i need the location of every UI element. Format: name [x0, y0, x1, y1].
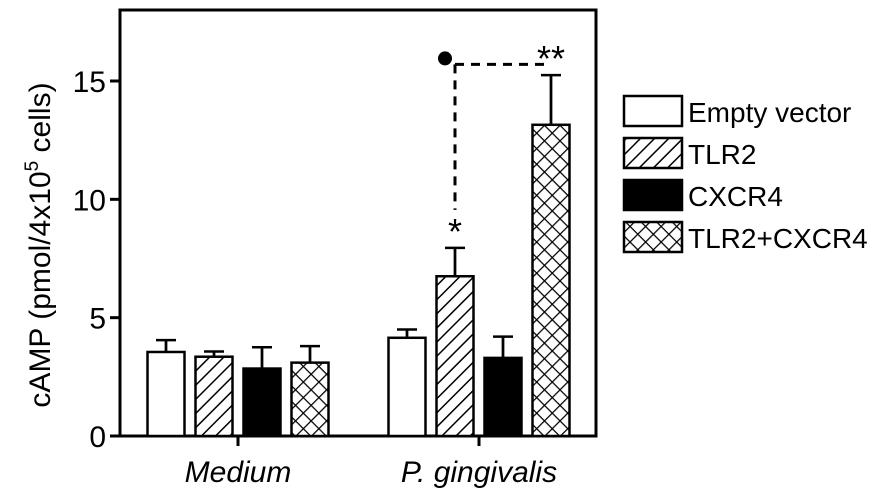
- y-tick-label: 0: [89, 421, 106, 454]
- plot-area: 0 5 10 15 cAMP (pmol/4x105 cells) Medium P. gi…: [22, 8, 598, 489]
- comparison-connector: [453, 62, 545, 210]
- legend-swatch: [622, 178, 684, 212]
- x-category-label: Medium: [185, 456, 292, 489]
- bar: [242, 367, 282, 438]
- significance-annotation: *: [448, 211, 462, 252]
- bar: [435, 275, 475, 438]
- legend-label: CXCR4: [688, 181, 783, 212]
- bar: [194, 355, 234, 438]
- y-tick-label: 15: [73, 66, 106, 99]
- y-tick-label: 5: [89, 303, 106, 336]
- bar: [483, 356, 523, 438]
- x-category-label: P. gingivalis: [401, 456, 557, 489]
- legend-label: TLR2: [688, 139, 756, 170]
- bar: [387, 336, 427, 438]
- legend: Empty vector TLR2 CXCR4 TLR2+CXCR4: [622, 94, 868, 254]
- y-tick-label: 10: [73, 184, 106, 217]
- comparison-dot: [438, 51, 452, 66]
- bar: [531, 123, 571, 438]
- plot-frame: [118, 8, 598, 438]
- significance-annotation: **: [537, 38, 565, 79]
- bar: [146, 350, 186, 438]
- legend-label: TLR2+CXCR4: [688, 223, 868, 254]
- bar: [290, 361, 330, 438]
- legend-swatch: [622, 94, 684, 128]
- legend-swatch: [622, 136, 684, 170]
- legend-label: Empty vector: [688, 97, 851, 128]
- y-axis-label: cAMP (pmol/4x105 cells): [22, 82, 57, 407]
- legend-swatch: [622, 220, 684, 254]
